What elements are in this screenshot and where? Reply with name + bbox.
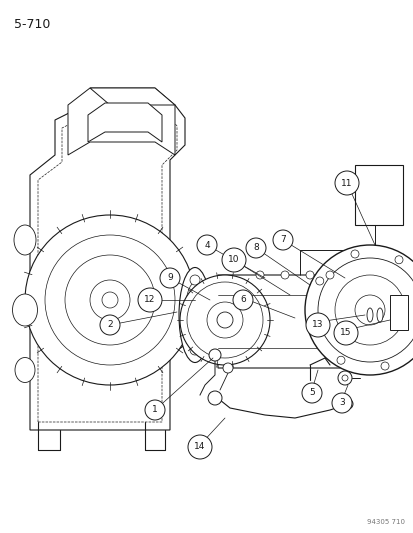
- Text: 11: 11: [340, 179, 352, 188]
- Text: 5-710: 5-710: [14, 18, 50, 31]
- Circle shape: [334, 275, 404, 345]
- Polygon shape: [30, 105, 185, 430]
- Circle shape: [145, 400, 165, 420]
- Circle shape: [317, 258, 413, 362]
- FancyBboxPatch shape: [354, 165, 402, 225]
- Circle shape: [209, 349, 221, 361]
- Circle shape: [100, 315, 120, 335]
- Text: 6: 6: [240, 295, 245, 304]
- Circle shape: [197, 235, 216, 255]
- Text: 10: 10: [228, 255, 239, 264]
- Ellipse shape: [345, 275, 363, 355]
- Circle shape: [255, 271, 263, 279]
- Circle shape: [221, 248, 245, 272]
- Text: 5: 5: [309, 389, 314, 398]
- Circle shape: [331, 393, 351, 413]
- Text: 1: 1: [152, 406, 157, 415]
- Text: 94305 710: 94305 710: [366, 519, 404, 525]
- Circle shape: [187, 282, 262, 358]
- Text: 15: 15: [339, 328, 351, 337]
- Circle shape: [301, 383, 321, 403]
- Ellipse shape: [178, 268, 211, 362]
- Circle shape: [305, 313, 329, 337]
- Text: 9: 9: [167, 273, 173, 282]
- Circle shape: [333, 321, 357, 345]
- Circle shape: [394, 256, 402, 264]
- Text: 12: 12: [144, 295, 155, 304]
- Circle shape: [272, 230, 292, 250]
- Circle shape: [304, 245, 413, 375]
- Ellipse shape: [376, 308, 382, 322]
- Text: 13: 13: [311, 320, 323, 329]
- Circle shape: [245, 238, 266, 258]
- Circle shape: [190, 345, 199, 355]
- Ellipse shape: [14, 225, 36, 255]
- Circle shape: [45, 235, 175, 365]
- Circle shape: [188, 435, 211, 459]
- Circle shape: [159, 268, 180, 288]
- Circle shape: [223, 363, 233, 373]
- Circle shape: [65, 255, 154, 345]
- Circle shape: [354, 295, 384, 325]
- Circle shape: [190, 275, 199, 285]
- Polygon shape: [218, 275, 354, 368]
- Circle shape: [216, 312, 233, 328]
- Circle shape: [180, 275, 269, 365]
- Circle shape: [309, 321, 317, 329]
- Text: 4: 4: [204, 240, 209, 249]
- Ellipse shape: [185, 282, 204, 348]
- Circle shape: [233, 290, 252, 310]
- Text: 2: 2: [107, 320, 112, 329]
- Circle shape: [334, 171, 358, 195]
- Ellipse shape: [366, 308, 372, 322]
- Circle shape: [342, 399, 352, 409]
- Circle shape: [102, 292, 118, 308]
- Circle shape: [380, 362, 388, 370]
- Circle shape: [350, 250, 358, 258]
- Circle shape: [207, 391, 221, 405]
- Polygon shape: [88, 103, 161, 142]
- FancyBboxPatch shape: [389, 295, 407, 330]
- Text: 7: 7: [280, 236, 285, 245]
- Circle shape: [325, 271, 333, 279]
- Ellipse shape: [12, 294, 38, 326]
- Text: 8: 8: [252, 244, 258, 253]
- Text: 14: 14: [194, 442, 205, 451]
- Circle shape: [341, 375, 347, 381]
- Polygon shape: [90, 88, 175, 105]
- Ellipse shape: [15, 358, 35, 383]
- Circle shape: [315, 277, 323, 285]
- Circle shape: [206, 302, 242, 338]
- Text: 3: 3: [338, 399, 344, 408]
- Circle shape: [280, 271, 288, 279]
- Circle shape: [25, 215, 195, 385]
- Circle shape: [138, 288, 161, 312]
- Circle shape: [90, 280, 130, 320]
- Circle shape: [336, 356, 344, 364]
- Circle shape: [305, 271, 313, 279]
- Circle shape: [337, 371, 351, 385]
- Polygon shape: [68, 88, 175, 155]
